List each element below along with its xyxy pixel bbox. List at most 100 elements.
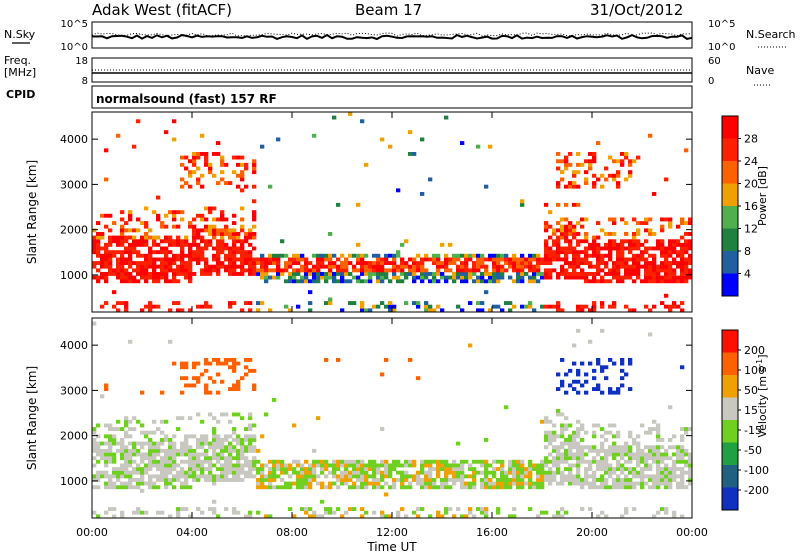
velocity-cell <box>224 438 229 442</box>
velocity-cell <box>408 481 413 486</box>
velocity-cell <box>224 445 229 450</box>
power-cell <box>372 272 377 276</box>
velocity-cell <box>528 459 533 464</box>
power-cell <box>312 268 317 273</box>
velocity-cell <box>464 485 469 490</box>
power-cell <box>408 272 413 276</box>
velocity-cell <box>236 361 241 366</box>
velocity-cell <box>128 485 133 490</box>
velocity-cell <box>168 459 173 464</box>
velocity-cell <box>108 452 113 457</box>
power-cell <box>324 257 329 262</box>
power-cell <box>688 239 693 244</box>
velocity-cell <box>344 463 349 468</box>
power-cell <box>328 257 333 262</box>
velocity-cell <box>192 467 197 471</box>
x-tick-label: 16:00 <box>476 526 508 539</box>
power-cell <box>292 279 297 284</box>
power-cell <box>628 264 633 269</box>
velocity-cell <box>248 438 253 442</box>
velocity-cell <box>204 383 209 388</box>
power-cell <box>344 264 349 269</box>
velocity-cell <box>212 434 217 439</box>
velocity-cell <box>212 430 217 435</box>
velocity-cell <box>680 365 685 370</box>
power-cell <box>204 268 209 273</box>
velocity-cell <box>188 463 193 468</box>
power-cell <box>284 268 289 273</box>
velocity-cell <box>528 478 533 482</box>
velocity-cell <box>356 470 361 475</box>
power-cell <box>624 155 629 160</box>
power-cell <box>428 304 433 309</box>
colorbar-swatch <box>722 138 738 161</box>
velocity-cell <box>328 485 333 490</box>
velocity-cell <box>596 485 601 490</box>
power-cell <box>644 239 649 244</box>
velocity-cell <box>252 459 257 464</box>
power-cell <box>224 232 229 236</box>
power-cell <box>616 261 621 265</box>
power-cell <box>592 235 597 240</box>
velocity-cell <box>372 474 377 479</box>
power-cell <box>592 250 597 255</box>
power-cell <box>152 279 157 284</box>
power-cell <box>564 232 569 236</box>
velocity-cell <box>356 485 361 490</box>
velocity-cell <box>560 514 565 519</box>
power-cell <box>568 184 573 189</box>
velocity-cell <box>92 441 97 446</box>
velocity-cell <box>176 416 181 421</box>
velocity-cell <box>504 470 509 475</box>
power-cell <box>376 264 381 269</box>
power-cell <box>200 152 205 156</box>
power-cell <box>368 261 373 265</box>
power-cell <box>608 239 613 244</box>
power-cell <box>216 217 221 222</box>
power-cell <box>656 268 661 273</box>
velocity-cell <box>560 459 565 464</box>
power-cell <box>552 257 557 262</box>
velocity-cell <box>208 441 213 446</box>
velocity-cell <box>220 452 225 457</box>
power-cell <box>556 275 561 280</box>
velocity-cell <box>648 445 653 450</box>
power-cell <box>576 264 581 269</box>
velocity-cell <box>196 467 201 471</box>
velocity-cell <box>152 456 157 461</box>
velocity-cell <box>520 470 525 475</box>
velocity-cell <box>556 456 561 461</box>
power-cell <box>176 272 181 276</box>
power-cell <box>496 304 501 309</box>
velocity-cell <box>208 470 213 475</box>
velocity-cell <box>460 470 465 475</box>
power-cell <box>228 253 233 258</box>
power-cell <box>460 279 465 284</box>
velocity-cell <box>444 478 449 482</box>
velocity-cell <box>216 514 221 519</box>
velocity-cell <box>104 423 109 428</box>
velocity-cell <box>396 478 401 482</box>
power-cell <box>612 217 617 222</box>
velocity-cell <box>432 485 437 490</box>
velocity-cell <box>556 459 561 464</box>
power-cell <box>240 170 245 175</box>
velocity-cell <box>192 434 197 439</box>
velocity-cell <box>620 481 625 486</box>
power-cell <box>660 264 665 269</box>
power-cell <box>332 264 337 269</box>
power-cell <box>536 253 541 258</box>
power-cell <box>576 221 581 225</box>
power-cell <box>172 213 177 218</box>
power-cell <box>508 257 513 262</box>
velocity-cell <box>568 452 573 457</box>
power-cell <box>668 246 673 251</box>
power-cell <box>572 250 577 255</box>
power-cell <box>444 268 449 273</box>
velocity-cell <box>228 478 233 482</box>
colorbar-tick-label: -50 <box>744 444 762 457</box>
power-cell <box>440 264 445 269</box>
velocity-cell <box>648 456 653 461</box>
velocity-cell <box>364 510 369 515</box>
